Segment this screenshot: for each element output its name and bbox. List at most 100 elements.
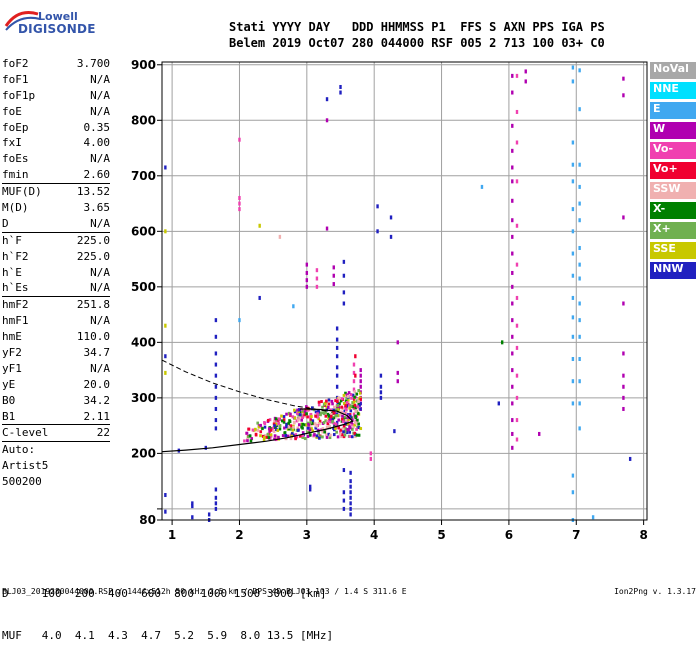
echo-mark: [335, 354, 339, 359]
echo-mark: [515, 109, 519, 114]
echo-mark: [254, 433, 258, 437]
echo-mark: [304, 408, 307, 412]
echo-mark: [333, 424, 337, 428]
echo-mark: [339, 90, 342, 95]
legend-item: X+: [650, 222, 696, 239]
echo-mark: [293, 416, 297, 420]
echo-mark: [515, 373, 519, 378]
y-tick-label: 400: [131, 335, 156, 349]
echo-mark: [292, 425, 295, 429]
echo-mark: [317, 417, 321, 421]
echo-mark: [335, 365, 339, 370]
echo-mark: [376, 204, 379, 209]
echo-mark: [622, 384, 625, 389]
muf-distance-table: D 100 200 400 600 800 1000 1500 3000 [km…: [2, 559, 333, 657]
echo-mark: [340, 417, 344, 421]
echo-mark: [321, 427, 325, 431]
echo-mark: [346, 416, 350, 420]
echo-mark: [214, 487, 218, 492]
echo-mark: [339, 428, 343, 432]
echo-mark: [308, 428, 312, 432]
echo-mark: [511, 218, 514, 223]
param-row: h`E N/A: [2, 265, 110, 281]
echo-mark: [275, 427, 278, 431]
echo-mark: [317, 428, 320, 432]
echo-mark: [511, 270, 514, 275]
legend-item: W: [650, 122, 696, 139]
echo-mark: [511, 401, 514, 406]
echo-mark: [348, 413, 352, 417]
echo-mark: [238, 196, 241, 201]
param-value: N/A: [90, 72, 110, 86]
echo-mark: [328, 436, 332, 440]
echo-mark: [280, 419, 284, 423]
echo-mark: [214, 362, 218, 367]
echo-mark: [305, 430, 309, 434]
echo-mark: [335, 345, 339, 350]
echo-mark: [346, 394, 350, 398]
echo-mark: [321, 405, 324, 409]
echo-mark: [578, 334, 581, 339]
echo-mark: [259, 423, 262, 427]
echo-mark: [511, 368, 514, 373]
echo-mark: [359, 427, 363, 431]
echo-mark: [369, 451, 373, 456]
param-label: yF2: [2, 346, 22, 360]
echo-mark: [296, 428, 300, 432]
echo-mark: [571, 334, 575, 339]
echo-mark: [214, 334, 218, 339]
echo-mark: [332, 411, 336, 415]
echo-mark: [326, 422, 330, 426]
echo-mark: [389, 215, 393, 220]
echo-mark: [248, 434, 252, 438]
param-value: 34.7: [83, 346, 111, 360]
polarization-legend: NoVal NNE E W Vo- Vo+ SSW X- X+ SSE NNW: [650, 62, 696, 282]
echo-mark: [278, 234, 282, 239]
echo-mark: [571, 295, 575, 300]
param-value: 13.52: [76, 185, 110, 199]
echo-mark: [309, 418, 313, 422]
echo-mark: [511, 73, 514, 78]
echo-mark: [334, 414, 337, 418]
echo-mark: [352, 406, 356, 410]
echo-mark: [628, 456, 632, 461]
echo-mark: [164, 370, 167, 375]
param-label: hmE: [2, 330, 22, 344]
echo-mark: [578, 162, 581, 167]
echo-mark: [511, 318, 514, 323]
profile-solid-line: [161, 408, 354, 453]
echo-mark: [341, 426, 345, 430]
echo-mark: [305, 412, 308, 416]
plot-area: [162, 62, 647, 520]
echo-mark: [571, 251, 575, 256]
echo-mark: [238, 318, 241, 323]
echo-mark: [347, 391, 351, 395]
echo-mark: [340, 405, 344, 409]
echo-mark: [258, 223, 261, 228]
echo-mark: [329, 414, 333, 418]
echo-mark: [339, 430, 342, 434]
echo-mark: [357, 433, 361, 437]
param-row: foEs N/A: [2, 151, 110, 167]
echo-mark: [306, 426, 310, 430]
echo-mark: [322, 421, 326, 425]
echo-mark: [511, 198, 514, 203]
echo-mark: [247, 427, 250, 431]
param-label: D: [2, 216, 9, 230]
echo-mark: [278, 424, 281, 428]
echo-mark: [379, 373, 383, 378]
echo-mark: [273, 424, 276, 428]
echo-mark: [314, 410, 318, 414]
echo-mark: [310, 415, 313, 419]
y-tick-label: 300: [131, 391, 156, 405]
echo-mark: [303, 413, 306, 417]
echo-mark: [303, 410, 307, 414]
x-tick-label: 4: [370, 528, 378, 542]
echo-mark: [317, 431, 321, 435]
echo-mark: [320, 400, 323, 404]
echo-mark: [315, 434, 319, 438]
echo-mark: [268, 429, 271, 433]
echo-mark: [511, 334, 514, 339]
echo-mark: [280, 414, 283, 418]
echo-mark: [214, 495, 218, 500]
